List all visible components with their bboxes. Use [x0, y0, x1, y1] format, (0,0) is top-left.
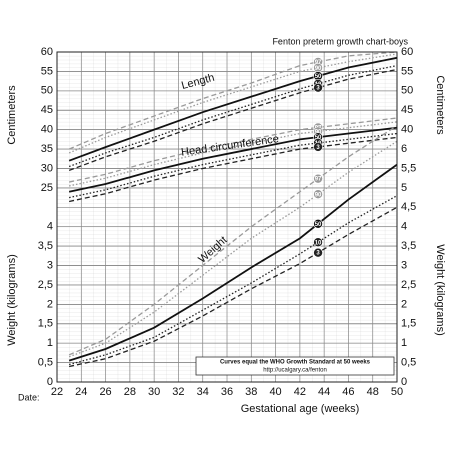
- percentile-badge: [313, 189, 323, 199]
- y-tick-label: 2: [401, 298, 407, 310]
- y2-length-label: Centimeters: [434, 75, 446, 135]
- percentile-line: [69, 206, 398, 368]
- y-tick-label: 0: [401, 376, 407, 388]
- percentile-label: 50: [315, 222, 322, 228]
- y-tick-label: 2,5: [401, 279, 416, 291]
- percentile-label: 50: [315, 74, 322, 80]
- x-tick-label: 30: [148, 386, 160, 398]
- note: Curves equal the WHO Growth Standard at …: [220, 360, 371, 366]
- percentile-badge: [313, 173, 323, 184]
- y-tick-label: 50: [41, 85, 53, 97]
- percentile-line: [68, 195, 398, 366]
- percentile-label: 3: [316, 251, 320, 257]
- date-label: Date:: [18, 392, 40, 402]
- percentile-label: 90: [315, 192, 322, 198]
- x-tick-label: 46: [342, 386, 354, 398]
- y-tick-label: 0: [47, 376, 53, 388]
- y-tick-label: 60: [401, 46, 413, 58]
- y-tick-label: 40: [401, 124, 413, 136]
- y-tick-label: 45: [401, 104, 413, 116]
- x-tick-label: 24: [75, 386, 87, 398]
- y2-axis-label: Weight (kilograms): [434, 244, 446, 336]
- y-weight-label: Weight (kilograms): [6, 254, 18, 346]
- percentile-line: [68, 125, 398, 356]
- y-tick-label: 6: [401, 143, 407, 155]
- percentile-line: [69, 117, 398, 183]
- y-tick-label: 55: [401, 65, 413, 77]
- percentile-line: [69, 136, 398, 203]
- percentile-badge: [313, 218, 323, 229]
- y-tick-label: 50: [401, 85, 413, 97]
- y-axis-label: Centimeters: [6, 85, 18, 145]
- y-tick-label: 25: [41, 182, 53, 194]
- percentile-line: [68, 56, 398, 162]
- percentile-line: [68, 163, 398, 362]
- y-tick-label: 55: [41, 65, 53, 77]
- y-tick-label: 5: [401, 182, 407, 194]
- percentile-badge: [313, 82, 323, 93]
- percentile-label: 90: [315, 66, 322, 72]
- x-tick-label: 26: [99, 386, 111, 398]
- percentile-label: 3: [316, 86, 320, 92]
- y-tick-label: 5,5: [401, 162, 416, 174]
- y-tick-label: 2,5: [38, 279, 53, 291]
- x-tick-label: 36: [221, 386, 233, 398]
- y-tick-label: 1: [401, 337, 407, 349]
- x-tick-label: 50: [391, 386, 403, 398]
- x-tick-label: 38: [245, 386, 257, 398]
- y-tick-label: 1,5: [401, 318, 416, 330]
- percentile-line: [68, 140, 398, 358]
- percentile-line: [69, 132, 398, 199]
- y-tick-label: 3: [47, 259, 53, 271]
- percentile-badge: [313, 237, 323, 248]
- percentile-line: [68, 126, 398, 193]
- y-tick-label: 4,5: [401, 201, 416, 213]
- y-tick-label: 0,5: [38, 356, 53, 368]
- percentile-badge: [313, 142, 323, 152]
- chart-title: Fenton preterm growth chart-boys: [272, 36, 408, 46]
- y-tick-label: 3,5: [38, 240, 53, 252]
- x-tick-label: 22: [51, 386, 63, 398]
- y-tick-label: 45: [41, 104, 53, 116]
- y-tick-label: 0,5: [401, 356, 416, 368]
- x-tick-label: 34: [197, 386, 209, 398]
- x-tick-label: 32: [172, 386, 184, 398]
- x-tick-label: 42: [294, 386, 306, 398]
- plot-frame: [56, 51, 398, 383]
- percentile-line: [68, 53, 398, 154]
- y-tick-label: 3,5: [401, 240, 416, 252]
- y-tick-label: 4: [401, 221, 407, 233]
- x-tick-label: 48: [367, 386, 379, 398]
- x-tick-label: 44: [318, 386, 330, 398]
- url: http://ucalgary.ca/fenton: [263, 368, 327, 374]
- x-tick-label: 40: [269, 386, 281, 398]
- y-tick-label: 30: [41, 162, 53, 174]
- x-axis-label: Gestational age (weeks): [241, 403, 360, 415]
- percentile-line: [69, 121, 398, 187]
- percentile-label: 3: [316, 145, 320, 151]
- percentile-label: 10: [315, 240, 322, 246]
- y-tick-label: 1,5: [38, 318, 53, 330]
- y-tick-label: 35: [41, 143, 53, 155]
- y-tick-label: 40: [41, 124, 53, 136]
- percentile-label: 97: [315, 177, 322, 183]
- note-box: [195, 356, 395, 376]
- y-tick-label: 3: [401, 259, 407, 271]
- percentile-line: [68, 51, 398, 150]
- y-tick-label: 2: [47, 298, 53, 310]
- y-tick-label: 4: [47, 221, 53, 233]
- percentile-badge: [313, 247, 323, 258]
- y-tick-label: 1: [47, 337, 53, 349]
- x-tick-label: 28: [124, 386, 136, 398]
- y-tick-label: 60: [41, 46, 53, 58]
